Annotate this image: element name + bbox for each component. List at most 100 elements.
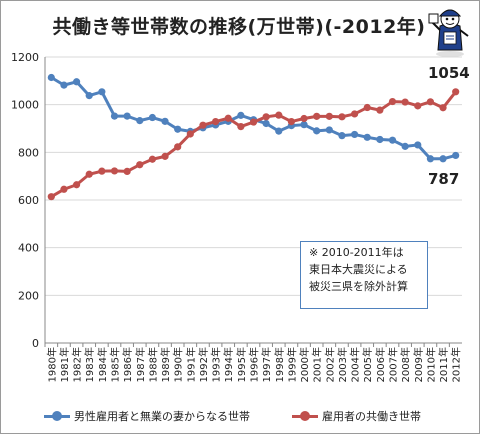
series-point-0	[363, 133, 371, 141]
x-tick-label: 2005年	[361, 347, 374, 382]
series-point-0	[174, 125, 182, 133]
series-point-0	[237, 111, 245, 119]
series-point-1	[123, 167, 131, 175]
legend-label-blue: 男性雇用者と無業の妻からなる世帯	[74, 410, 250, 423]
series-point-0	[376, 135, 384, 144]
y-tick-label: 400	[18, 242, 39, 255]
series-point-0	[47, 73, 55, 82]
y-tick-label: 800	[18, 146, 39, 159]
x-tick-label: 1982年	[71, 347, 84, 382]
series-point-0	[401, 142, 409, 150]
series-point-1	[350, 110, 359, 118]
y-tick-label: 600	[18, 194, 39, 207]
legend: 男性雇用者と無業の妻からなる世帯 雇用者の共働き世帯	[0, 406, 478, 426]
note-line: ※ 2010-2011年は	[309, 246, 404, 259]
y-tick-label: 1200	[11, 51, 39, 64]
series-point-0	[72, 78, 81, 86]
x-tick-label: 1998年	[273, 347, 286, 382]
series-point-1	[338, 113, 346, 121]
series-lines	[47, 73, 460, 201]
series-point-1	[426, 98, 435, 106]
series-point-1	[439, 104, 447, 112]
series-point-0	[161, 117, 169, 125]
series-point-1	[148, 155, 157, 163]
series-point-1	[98, 167, 106, 175]
x-tick-label: 1991年	[184, 347, 197, 382]
series-point-0	[300, 121, 308, 129]
end-value-red: 1054	[428, 64, 470, 82]
grid-lines	[45, 56, 462, 296]
series-point-1	[313, 112, 321, 120]
series-point-1	[325, 112, 333, 120]
series-point-0	[388, 136, 397, 144]
series-point-0	[148, 113, 157, 122]
legend-item-blue: 男性雇用者と無業の妻からなる世帯	[44, 406, 250, 426]
x-tick-label: 1990年	[172, 347, 185, 382]
x-tick-label: 2008年	[399, 347, 412, 382]
x-tick-label: 2007年	[387, 347, 400, 382]
x-tick-label: 1992年	[197, 347, 210, 382]
series-point-1	[161, 152, 169, 160]
series-point-1	[186, 130, 194, 138]
x-tick-label: 1986年	[121, 347, 134, 382]
series-point-0	[85, 92, 93, 100]
series-point-1	[110, 167, 119, 175]
chart-title: 共働き等世帯数の推移(万世帯)(-2012年)	[52, 16, 426, 38]
series-point-0	[110, 112, 119, 120]
series-point-0	[313, 127, 321, 135]
series-line-1	[50, 90, 457, 198]
legend-item-red: 雇用者の共働き世帯	[292, 406, 421, 426]
series-point-1	[249, 118, 258, 126]
legend-swatch-blue	[44, 410, 70, 422]
series-point-1	[275, 111, 283, 119]
series-point-1	[47, 193, 55, 201]
series-point-1	[414, 102, 422, 110]
x-tick-label: 1997年	[260, 347, 273, 382]
x-tick-label: 2010年	[424, 347, 437, 382]
series-point-0	[98, 88, 106, 96]
series-point-1	[363, 103, 371, 112]
y-tick-label: 1000	[11, 99, 39, 112]
y-tick-label: 0	[32, 337, 39, 350]
series-point-1	[72, 181, 81, 189]
x-tick-label: 1984年	[96, 347, 109, 382]
x-tick-label: 2011年	[437, 347, 450, 382]
series-point-0	[275, 127, 283, 135]
x-tick-label: 1995年	[235, 347, 248, 382]
series-point-1	[224, 114, 232, 122]
x-tick-label: 1988年	[146, 347, 159, 382]
series-point-1	[174, 143, 182, 151]
x-tick-label: 1989年	[159, 347, 172, 382]
series-point-1	[262, 113, 270, 121]
axes	[44, 57, 462, 347]
series-point-1	[211, 117, 220, 126]
series-point-0	[136, 117, 144, 125]
note-box: ※ 2010-2011年は 東日本大震災による 被災三県を除外計算	[300, 241, 428, 309]
note-line: 被災三県を除外計算	[309, 280, 408, 293]
series-point-1	[401, 98, 409, 106]
x-tick-label: 2006年	[374, 347, 387, 382]
series-point-1	[287, 117, 296, 126]
series-point-0	[414, 141, 422, 149]
series-point-1	[300, 114, 308, 123]
x-tick-label: 2003年	[336, 347, 349, 382]
x-tick-label: 2000年	[298, 347, 311, 382]
x-tick-label: 2004年	[349, 347, 362, 382]
y-tick-label: 200	[18, 289, 39, 302]
legend-label-red: 雇用者の共働き世帯	[322, 410, 421, 423]
note-line: 東日本大震災による	[309, 263, 408, 276]
series-point-1	[85, 170, 93, 178]
series-point-0	[123, 112, 131, 120]
end-value-blue: 787	[428, 170, 459, 188]
series-point-0	[426, 155, 435, 163]
x-tick-label: 1999年	[285, 347, 298, 382]
series-point-0	[325, 126, 333, 134]
series-point-1	[388, 97, 397, 106]
x-tick-label: 1983年	[83, 347, 96, 382]
x-tick-label: 2001年	[311, 347, 324, 382]
series-point-0	[262, 119, 270, 128]
x-tick-label: 2009年	[412, 347, 425, 382]
x-tick-label: 1981年	[58, 347, 71, 382]
